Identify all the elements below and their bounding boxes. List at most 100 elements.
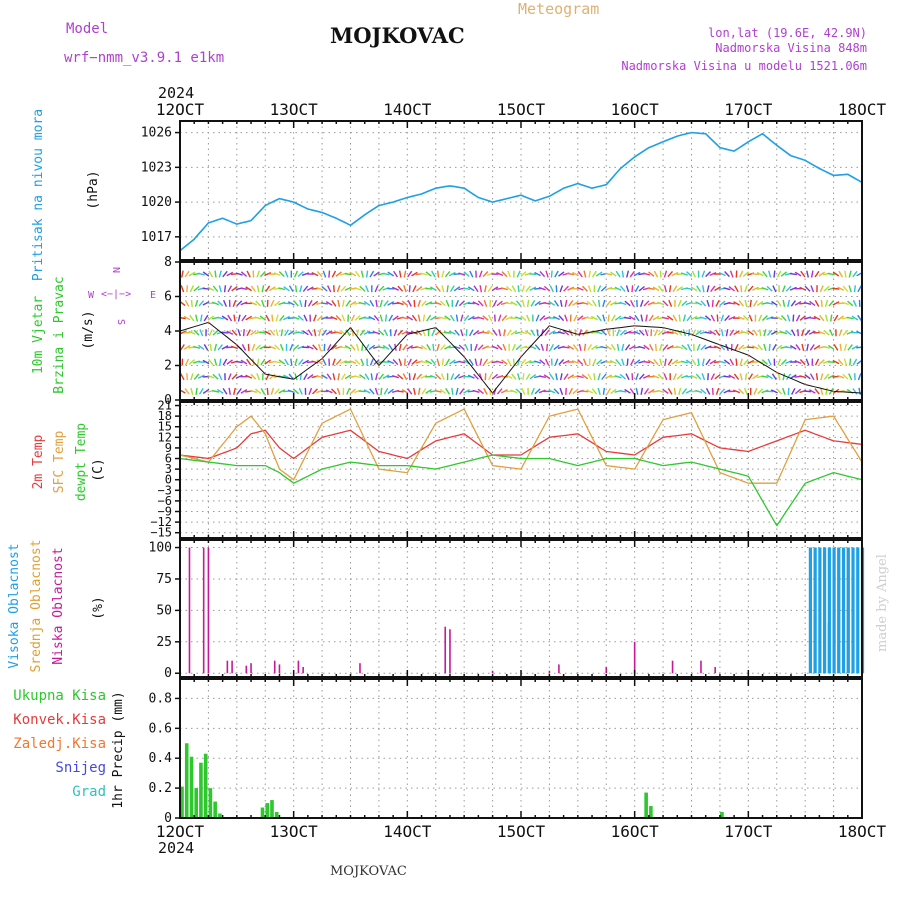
wind-arrow [440,373,445,381]
pressure-point [676,135,678,137]
wind-arrow [373,271,380,277]
wind-arrow [756,300,764,306]
pressure-point [506,198,508,200]
clouds-axis-label: Visoka Oblacnost [7,543,22,668]
wind-arrow [653,329,659,337]
wind-arrow [320,302,329,305]
wind-arrow [216,316,224,320]
wind-arrow [775,315,783,321]
wind-arrow [416,373,423,380]
wind-arrow [359,329,366,336]
wind-arrow [217,300,224,307]
wind-arrow [188,359,195,365]
wind-arrow [808,330,816,335]
wind-arrow [510,389,518,394]
wind-arrow [827,361,835,363]
wind-arrow [383,329,389,337]
wind-arrow [517,373,521,381]
wind-point [662,326,664,329]
y-tick-label: 21 [158,399,172,413]
wind-arrow [591,388,598,395]
wind-arrow [647,287,655,290]
wind-arrow [274,300,281,307]
wind-arrow [605,300,612,307]
wind-arrow [635,387,639,395]
wind-arrow [759,329,762,337]
wind-arrow [250,373,257,380]
wind-arrow [553,315,560,321]
wind-arrow [382,344,390,350]
wind-arrow [710,285,716,293]
wind-arrow [631,285,634,293]
wind-arrow [567,374,575,380]
wind-arrow [398,270,402,278]
wind-arrow [311,300,319,307]
wind-point [633,325,636,327]
pressure-point [435,187,437,189]
wind-arrow [610,344,616,351]
wind-arrow [534,300,541,307]
wind-arrow [211,301,220,306]
wind-arrow [467,374,475,379]
wind-arrow [559,387,564,395]
wind-arrow [757,388,764,395]
precip-bar [644,792,648,818]
wind-point [775,371,778,374]
wind-arrow [666,345,674,350]
wind-arrow [624,344,631,351]
wind-arrow [241,343,247,351]
wind-arrow [562,346,570,349]
y-tick-label: 0.2 [149,781,172,796]
compass-arrows: <−|−> [101,289,131,300]
wind-arrow [709,330,717,336]
wind-arrow [240,359,248,365]
wind-arrow [481,331,490,334]
y-tick-label: 1017 [141,230,172,245]
wind-arrow [403,285,407,293]
wind-arrow [246,270,251,278]
wind-arrow [350,344,356,351]
wind-arrow [844,270,847,278]
wind-arrow [657,373,664,380]
y-tick-label: −3 [158,483,172,497]
wind-arrow [777,358,782,366]
wind-arrow [813,315,821,321]
wind-arrow [237,329,241,337]
wind-arrow [486,272,494,277]
wind-arrow [236,388,242,395]
wind-arrow [619,373,626,380]
wind-arrow [525,285,531,292]
wind-arrow [753,387,758,395]
wind-arrow [577,359,584,365]
wind-arrow [714,373,721,380]
wind-arrow [733,330,740,336]
wind-arrow [180,373,185,381]
wind-point [434,326,437,329]
wind-arrow [543,285,551,292]
wind-arrow [429,286,437,292]
wind-arrow [349,300,357,306]
wind-arrow [331,388,337,395]
wind-arrow [422,314,426,322]
wind-arrow [484,285,487,293]
compass-north: N [110,267,121,273]
wind-arrow [240,287,248,290]
wind-arrow [597,387,601,395]
wind-arrow [751,286,759,291]
wind-arrow [568,387,573,395]
wind-arrow [824,299,829,307]
wind-arrow [326,285,332,293]
time-label-bottom: 17OCT [724,822,773,841]
time-label-top: 12OCT [156,100,205,119]
pressure-point [605,184,607,186]
wind-arrow [770,389,778,394]
wind-arrow [548,330,556,336]
wind-arrow [695,373,702,380]
wind-arrow [538,286,546,291]
wind-arrow [359,374,366,380]
wind-arrow [814,388,820,395]
wind-arrow [439,388,447,394]
wind-arrow [349,388,356,395]
wind-arrow [290,358,293,366]
footer-station: MOJKOVAC [330,864,407,879]
